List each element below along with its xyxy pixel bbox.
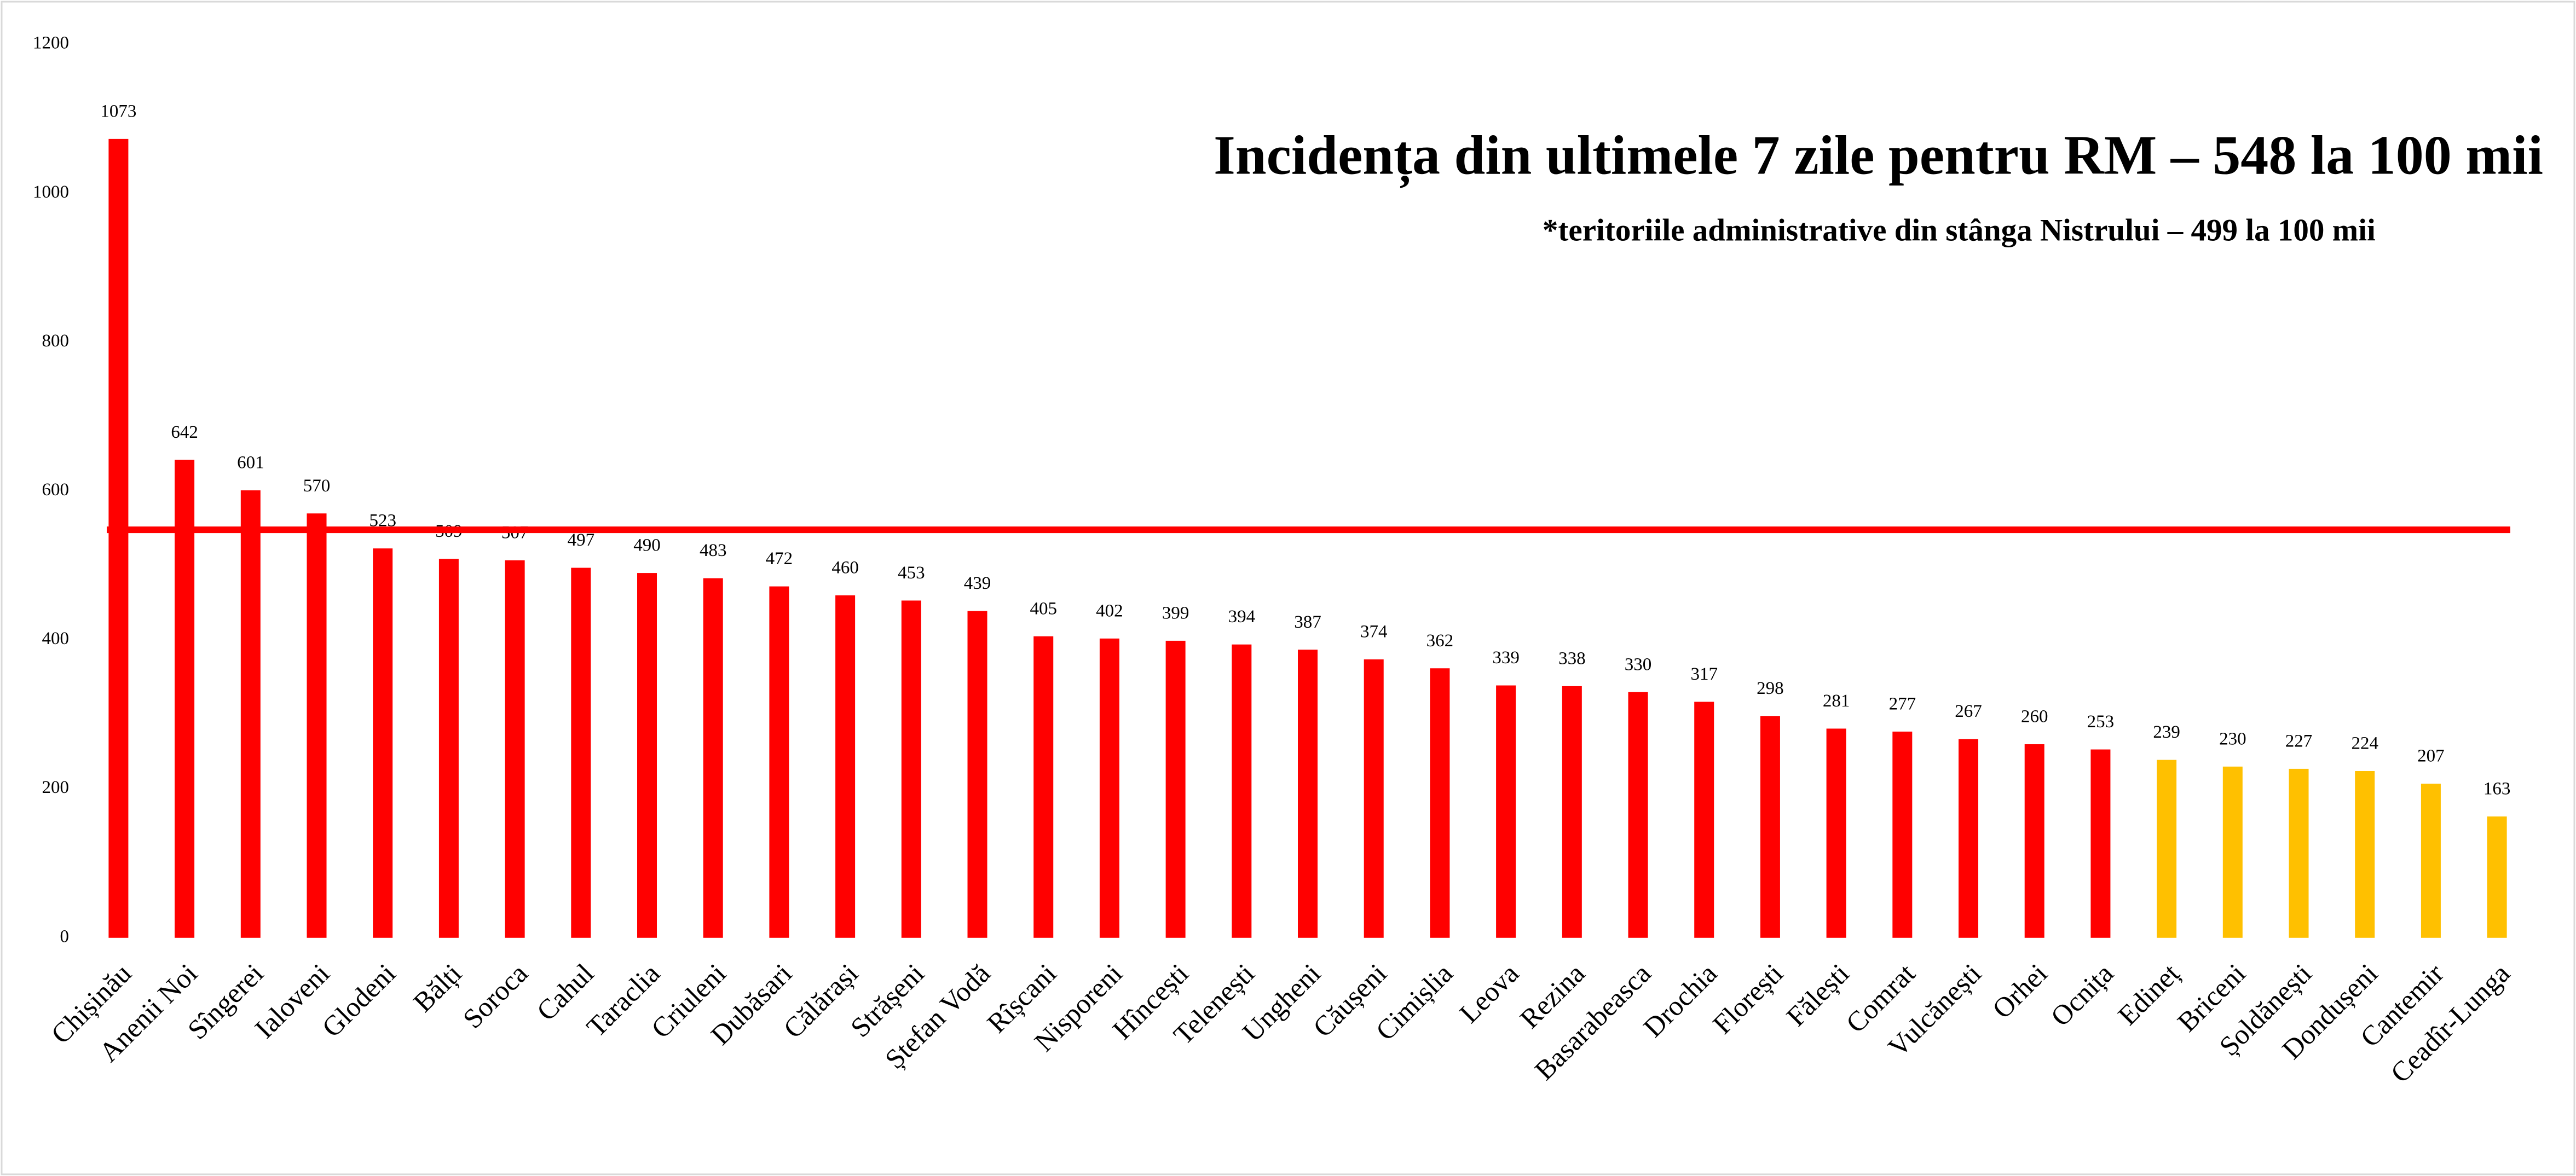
bar — [1099, 638, 1119, 938]
value-label: 453 — [898, 563, 925, 583]
chart-title: Incidența din ultimele 7 zile pentru RM … — [1214, 125, 2543, 188]
bar — [2487, 816, 2507, 938]
value-label: 490 — [633, 536, 661, 555]
bar — [1364, 659, 1384, 938]
value-label: 163 — [2483, 779, 2511, 799]
bar — [703, 578, 723, 938]
chart-subtitle: *teritoriile administrative din stânga N… — [1543, 213, 2376, 247]
value-label: 394 — [1228, 607, 1256, 627]
bar — [1496, 685, 1516, 938]
bar — [2157, 760, 2177, 938]
bar — [505, 560, 525, 938]
y-tick-label: 0 — [60, 926, 70, 946]
bar — [2024, 744, 2044, 938]
value-label: 387 — [1294, 612, 1321, 632]
y-tick-label: 1000 — [33, 182, 69, 202]
value-label: 267 — [1955, 702, 1982, 721]
y-tick-label: 800 — [42, 331, 70, 351]
bar — [2222, 766, 2243, 938]
value-label: 253 — [2087, 712, 2115, 732]
bar — [1232, 644, 1252, 938]
bar — [1033, 636, 1054, 938]
value-label: 439 — [964, 573, 991, 593]
bar — [175, 460, 195, 938]
bar — [901, 600, 921, 938]
value-label: 460 — [831, 558, 859, 577]
bar — [1628, 692, 1648, 938]
value-label: 399 — [1162, 603, 1189, 623]
bar — [1892, 731, 1913, 938]
bar — [1430, 668, 1450, 938]
bar — [637, 573, 657, 938]
bar — [307, 513, 327, 938]
value-label: 339 — [1492, 648, 1520, 668]
bar — [2421, 784, 2441, 938]
bar — [835, 595, 856, 938]
value-label: 497 — [568, 530, 595, 550]
value-label: 281 — [1823, 691, 1850, 711]
y-tick-label: 600 — [42, 480, 70, 500]
value-label: 483 — [700, 541, 727, 560]
y-tick-label: 200 — [42, 778, 70, 797]
y-tick-label: 1200 — [33, 33, 69, 53]
value-label: 317 — [1690, 664, 1718, 684]
value-label: 374 — [1360, 622, 1388, 641]
value-label: 642 — [171, 422, 198, 442]
bar — [769, 586, 789, 938]
bar — [2289, 768, 2309, 938]
value-label: 239 — [2153, 722, 2180, 742]
value-label: 207 — [2417, 746, 2445, 766]
bar — [1298, 650, 1318, 938]
value-label: 298 — [1757, 679, 1784, 698]
bar — [967, 611, 987, 938]
y-tick-label: 400 — [42, 629, 70, 648]
value-label: 224 — [2351, 734, 2378, 754]
value-label: 330 — [1625, 654, 1652, 674]
value-label: 601 — [237, 453, 264, 473]
bar — [108, 138, 129, 938]
value-label: 405 — [1030, 599, 1057, 618]
bar — [438, 559, 459, 938]
value-label: 277 — [1889, 694, 1916, 714]
bar — [2090, 749, 2111, 938]
bar — [1959, 739, 1979, 938]
value-label: 472 — [766, 549, 793, 569]
bar — [571, 567, 591, 938]
bar — [240, 490, 261, 938]
bar — [1562, 686, 1582, 938]
value-label: 402 — [1096, 601, 1123, 621]
value-label: 338 — [1558, 648, 1586, 668]
bar — [1826, 728, 1846, 938]
value-label: 260 — [2021, 707, 2048, 727]
value-label: 230 — [2219, 729, 2246, 749]
value-label: 362 — [1426, 631, 1454, 651]
bar — [2355, 771, 2375, 938]
value-label: 570 — [303, 476, 330, 496]
value-label: 1073 — [100, 101, 136, 121]
value-label: 227 — [2285, 731, 2313, 751]
bar — [1760, 716, 1780, 938]
bar — [1165, 640, 1186, 938]
bar — [373, 548, 393, 938]
bar — [1694, 702, 1714, 938]
